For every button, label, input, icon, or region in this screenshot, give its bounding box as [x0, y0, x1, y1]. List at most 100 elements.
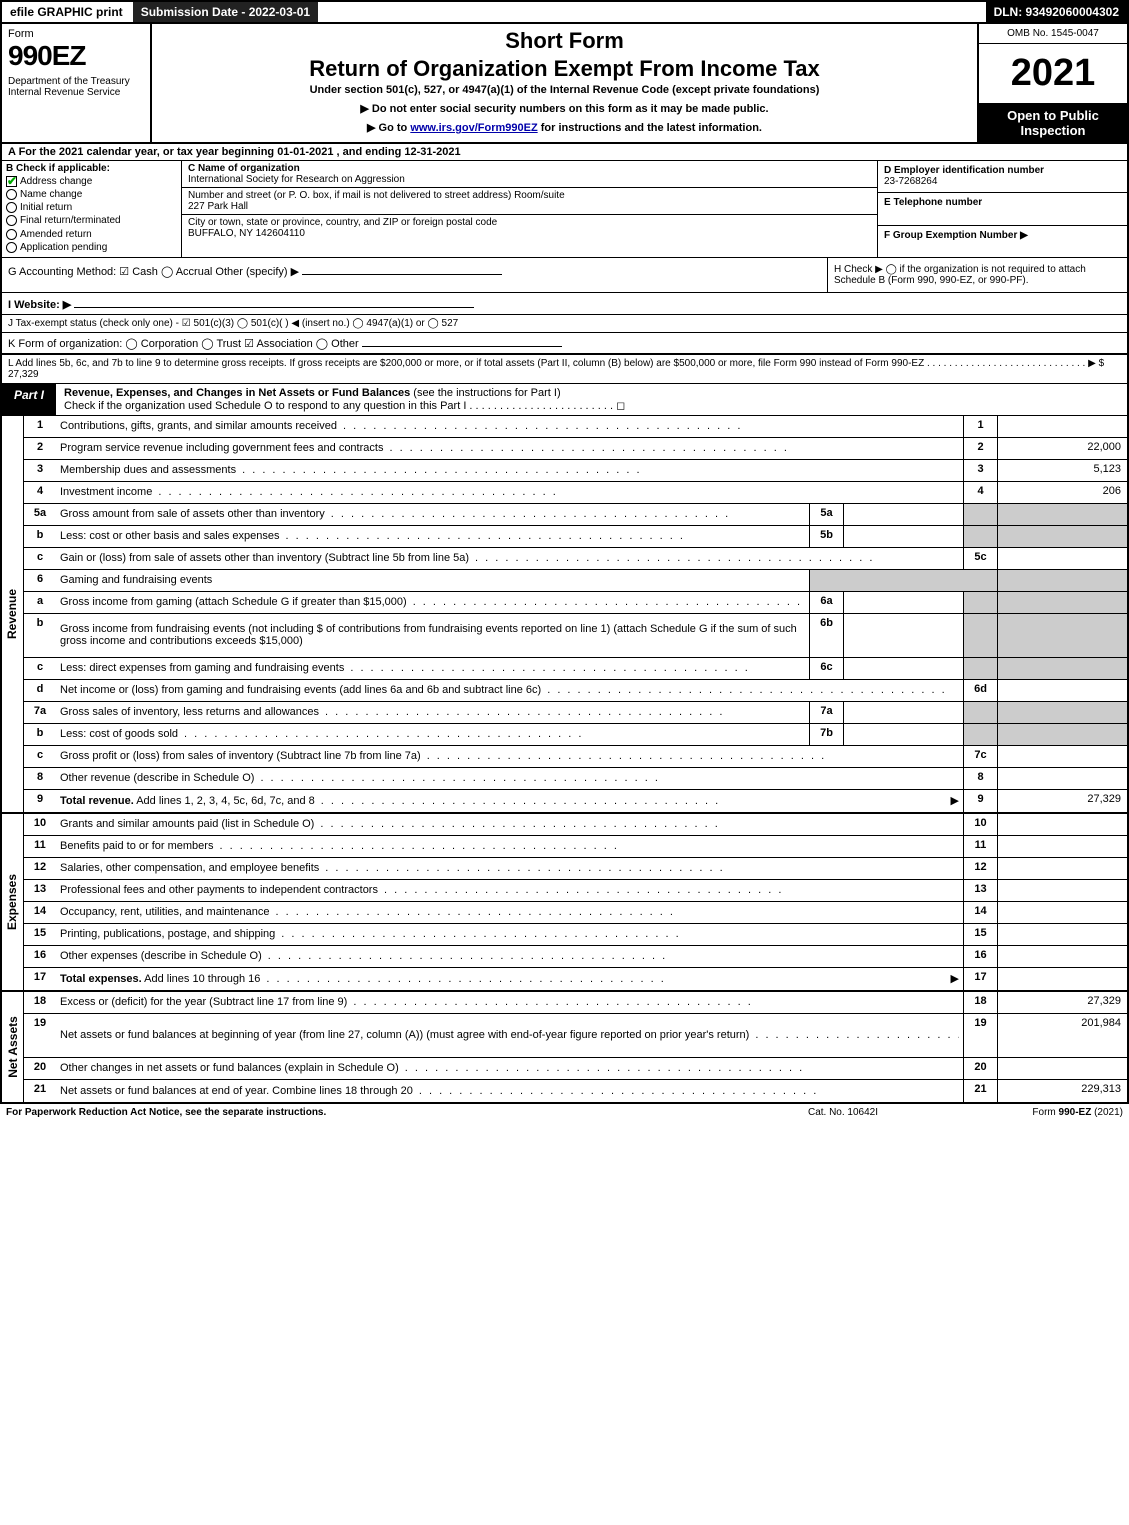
right-line-number: 8 [963, 768, 997, 789]
chk-amended-return[interactable]: Amended return [6, 229, 177, 240]
line-description: Net income or (loss) from gaming and fun… [56, 680, 963, 701]
line-description: Printing, publications, postage, and shi… [56, 924, 963, 945]
line-number: 1 [24, 416, 56, 437]
line-number: 11 [24, 836, 56, 857]
line-description: Less: cost or other basis and sales expe… [56, 526, 809, 547]
right-line-number: 5c [963, 548, 997, 569]
line-number: d [24, 680, 56, 701]
irs-link[interactable]: www.irs.gov/Form990EZ [410, 122, 537, 134]
line-description: Other expenses (describe in Schedule O) [56, 946, 963, 967]
table-row: 5aGross amount from sale of assets other… [24, 504, 1127, 526]
right-line-number: 11 [963, 836, 997, 857]
l-amount: 27,329 [8, 369, 39, 380]
right-value [997, 1058, 1127, 1079]
right-value [997, 858, 1127, 879]
line-description: Gross amount from sale of assets other t… [56, 504, 809, 525]
revenue-body: 1Contributions, gifts, grants, and simil… [24, 416, 1127, 812]
line-description: Gaming and fundraising events [56, 570, 809, 591]
chk-application-pending[interactable]: Application pending [6, 242, 177, 253]
chk-address-change[interactable]: Address change [6, 176, 177, 187]
arrow-icon: ▶ [951, 794, 959, 807]
right-num-shaded [963, 504, 997, 525]
table-row: 12Salaries, other compensation, and empl… [24, 858, 1127, 880]
footer-catalog: Cat. No. 10642I [743, 1107, 943, 1118]
chk-initial-return[interactable]: Initial return [6, 202, 177, 213]
chk-final-return[interactable]: Final return/terminated [6, 215, 177, 226]
line-number: 5a [24, 504, 56, 525]
chk-name-change[interactable]: Name change [6, 189, 177, 200]
sub-line-value [843, 658, 963, 679]
right-num-shaded [963, 526, 997, 547]
expenses-section: Expenses 10Grants and similar amounts pa… [0, 814, 1129, 992]
section-bcdef: B Check if applicable: Address change Na… [0, 161, 1129, 258]
table-row: 4Investment income4206 [24, 482, 1127, 504]
right-value: 27,329 [997, 992, 1127, 1013]
table-row: cLess: direct expenses from gaming and f… [24, 658, 1127, 680]
line-number: 6 [24, 570, 56, 591]
right-value [997, 416, 1127, 437]
leader-dots [413, 596, 805, 608]
sub-line-label: 6a [809, 592, 843, 613]
i-label: I Website: ▶ [8, 299, 71, 311]
column-b-checkboxes: B Check if applicable: Address change Na… [2, 161, 182, 257]
c-city-block: City or town, state or province, country… [182, 215, 877, 241]
omb-number: OMB No. 1545-0047 [979, 24, 1127, 44]
c-name-label: C Name of organization [188, 163, 300, 174]
line-number: 21 [24, 1080, 56, 1102]
row-g-h: G Accounting Method: ☑ Cash ◯ Accrual Ot… [0, 258, 1129, 293]
right-num-shaded [963, 724, 997, 745]
org-street: 227 Park Hall [188, 201, 248, 212]
table-row: 6Gaming and fundraising events [24, 570, 1127, 592]
line-description: Salaries, other compensation, and employ… [56, 858, 963, 879]
table-row: 3Membership dues and assessments35,123 [24, 460, 1127, 482]
column-def: D Employer identification number 23-7268… [877, 161, 1127, 257]
f-label: F Group Exemption Number ▶ [884, 230, 1028, 241]
table-row: 11Benefits paid to or for members11 [24, 836, 1127, 858]
right-value: 5,123 [997, 460, 1127, 481]
right-line-number: 7c [963, 746, 997, 767]
g-text: G Accounting Method: ☑ Cash ◯ Accrual Ot… [8, 266, 299, 278]
leader-dots [755, 1029, 959, 1041]
row-l-gross-receipts: L Add lines 5b, 6c, and 7b to line 9 to … [0, 355, 1129, 384]
table-row: bLess: cost of goods sold7b [24, 724, 1127, 746]
e-label: E Telephone number [884, 197, 982, 208]
checkbox-icon [6, 176, 17, 187]
right-num-shaded [963, 658, 997, 679]
line-description: Benefits paid to or for members [56, 836, 963, 857]
expenses-side-label: Expenses [2, 814, 24, 990]
leader-dots [419, 1085, 959, 1097]
c-name-block: C Name of organization International Soc… [182, 161, 877, 188]
expenses-body: 10Grants and similar amounts paid (list … [24, 814, 1127, 990]
right-val-shaded [997, 724, 1127, 745]
sub-line-label: 7b [809, 724, 843, 745]
table-row: cGain or (loss) from sale of assets othe… [24, 548, 1127, 570]
ein-value: 23-7268264 [884, 176, 937, 187]
line-number: 19 [24, 1014, 56, 1057]
row-j-tax-exempt: J Tax-exempt status (check only one) - ☑… [0, 315, 1129, 333]
header-right: OMB No. 1545-0047 2021 Open to Public In… [977, 24, 1127, 142]
table-row: aGross income from gaming (attach Schedu… [24, 592, 1127, 614]
leader-dots [184, 728, 805, 740]
right-num-shaded [963, 592, 997, 613]
sub-line-value [843, 614, 963, 657]
right-line-number: 1 [963, 416, 997, 437]
right-num-shaded [963, 702, 997, 723]
line-description: Total revenue. Add lines 1, 2, 3, 4, 5c,… [56, 790, 963, 812]
table-row: 2Program service revenue including gover… [24, 438, 1127, 460]
line-number: a [24, 592, 56, 613]
line-number: 18 [24, 992, 56, 1013]
line-description: Net assets or fund balances at end of ye… [56, 1080, 963, 1102]
line-description: Less: direct expenses from gaming and fu… [56, 658, 809, 679]
right-value [997, 968, 1127, 990]
table-row: 13Professional fees and other payments t… [24, 880, 1127, 902]
right-line-number: 6d [963, 680, 997, 701]
table-row: 9Total revenue. Add lines 1, 2, 3, 4, 5c… [24, 790, 1127, 812]
line-number: b [24, 724, 56, 745]
table-row: 1Contributions, gifts, grants, and simil… [24, 416, 1127, 438]
right-line-number: 14 [963, 902, 997, 923]
department-label: Department of the Treasury Internal Reve… [8, 76, 144, 98]
right-value [997, 946, 1127, 967]
line-number: c [24, 548, 56, 569]
right-line-number: 20 [963, 1058, 997, 1079]
line-description: Net assets or fund balances at beginning… [56, 1014, 963, 1057]
